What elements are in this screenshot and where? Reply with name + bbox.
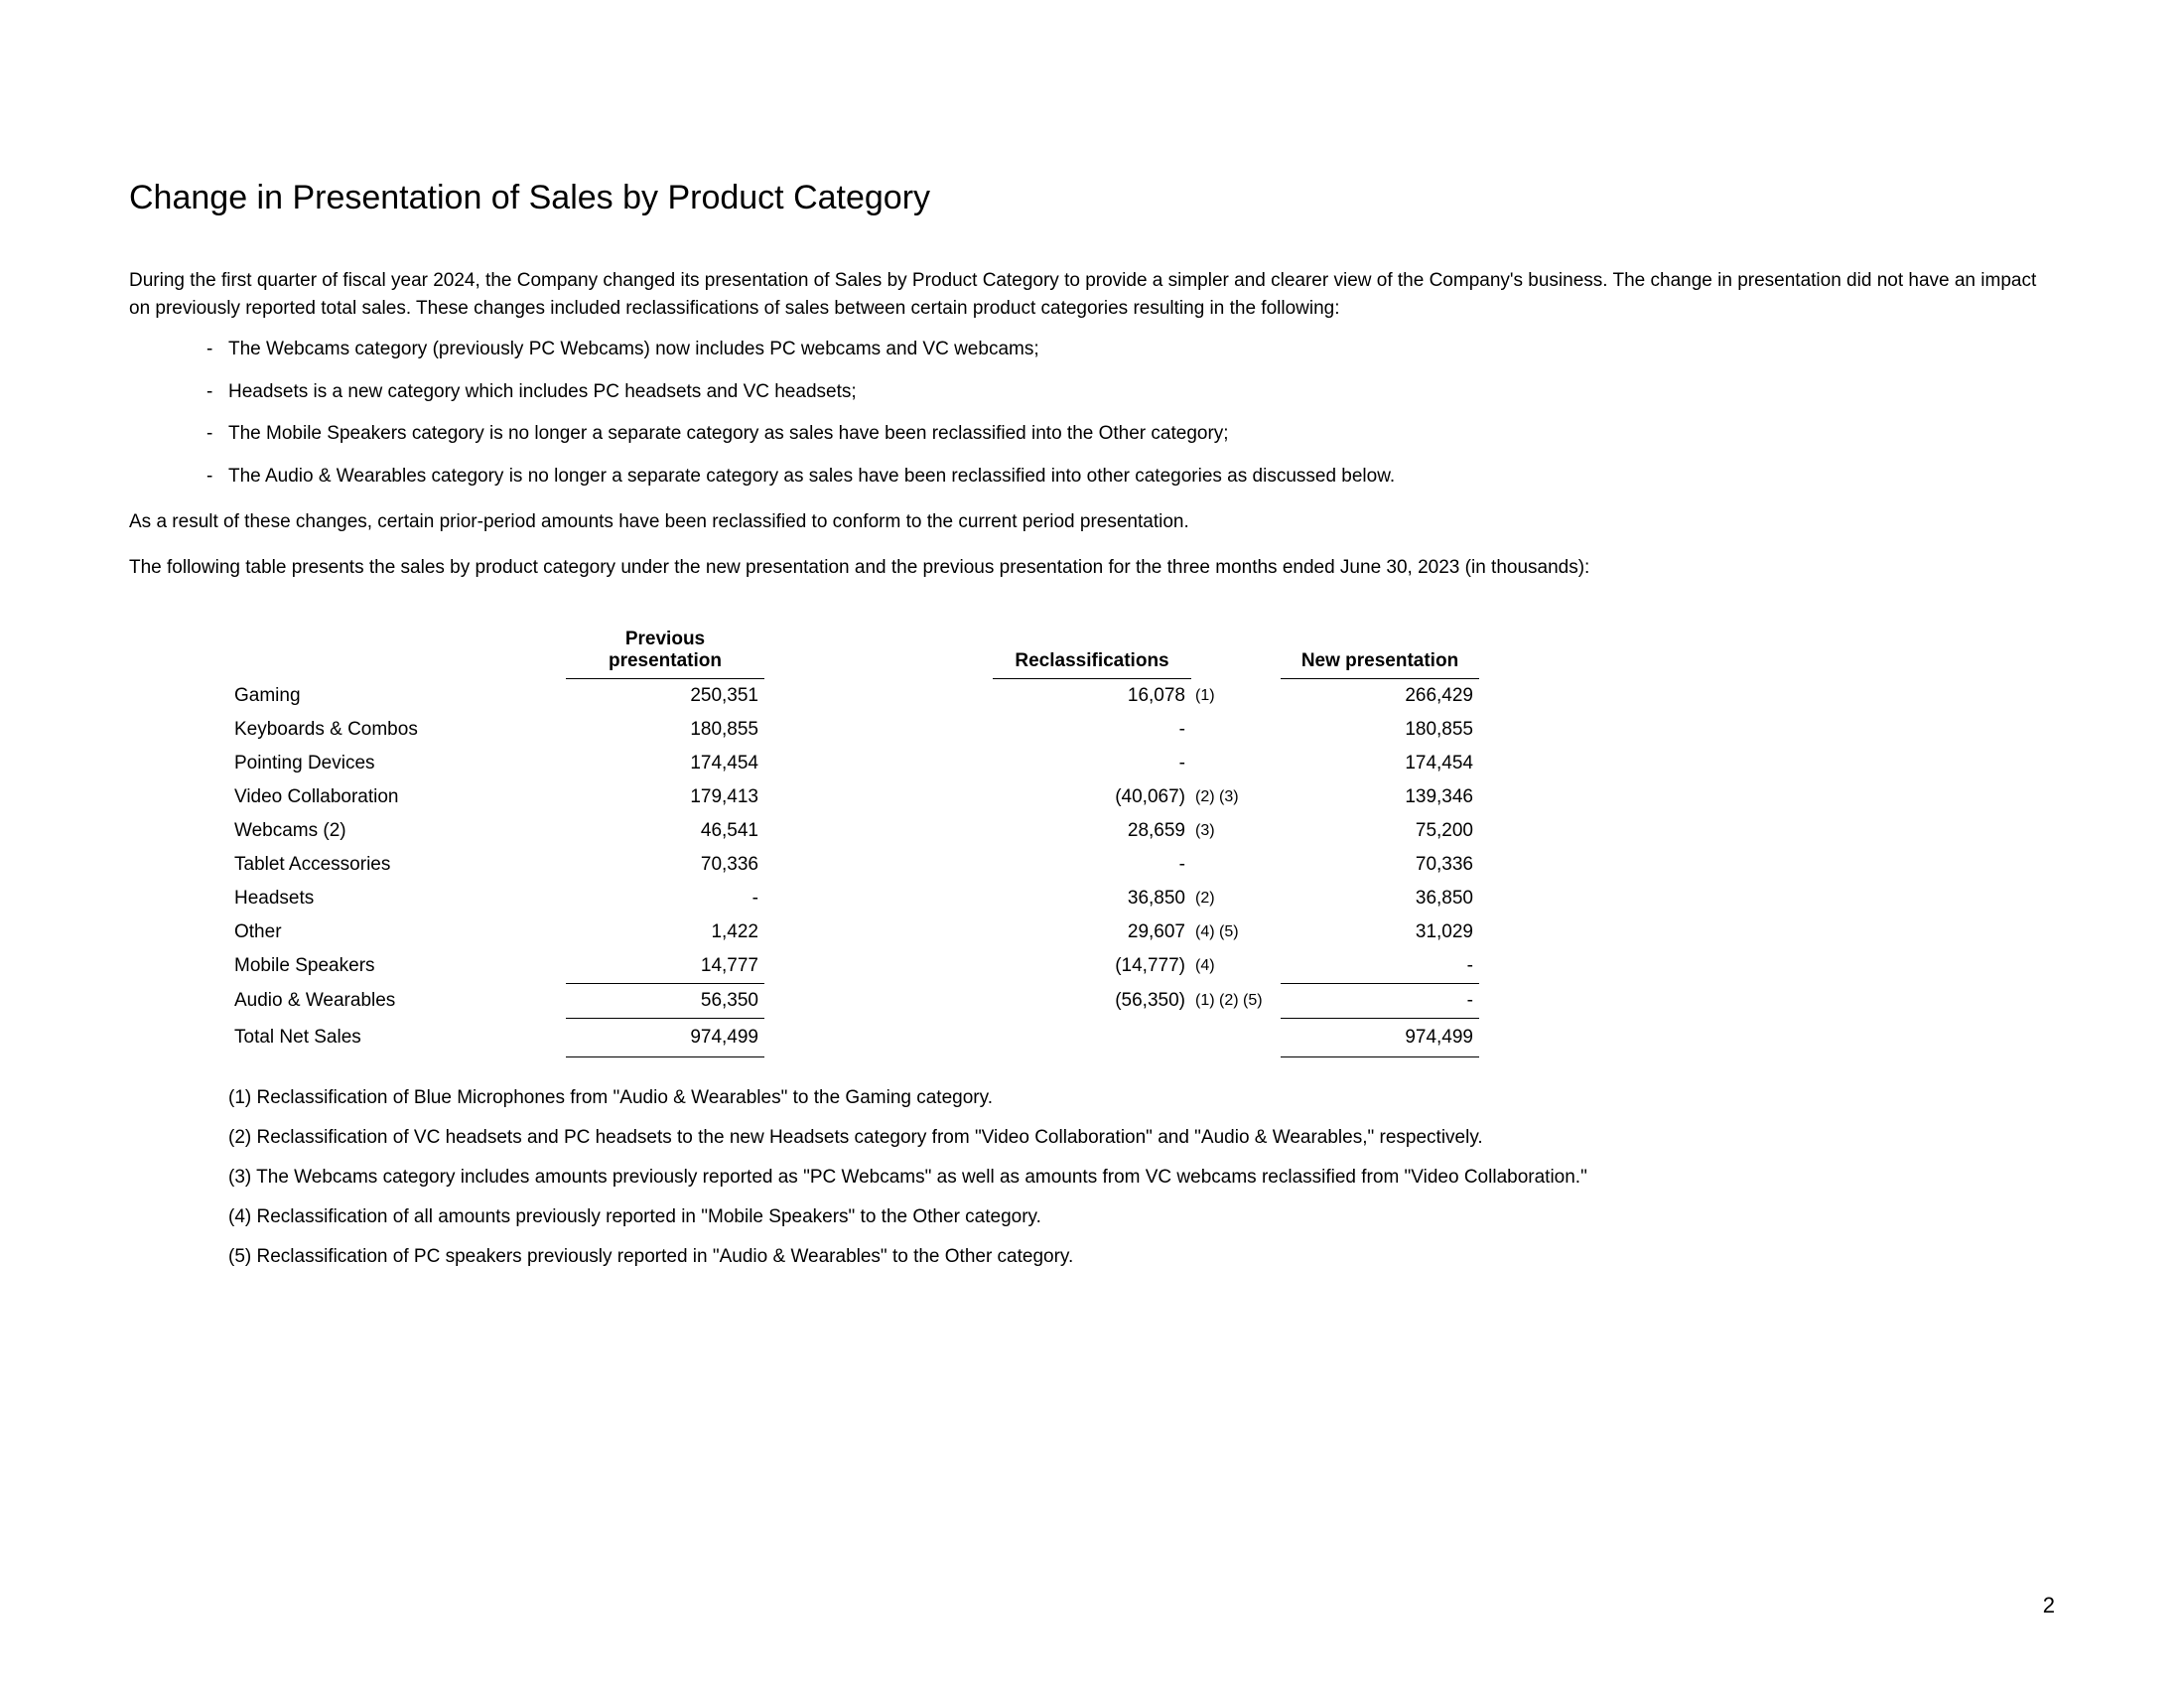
cell-new: 75,200 — [1281, 814, 1479, 848]
cell-new: 266,429 — [1281, 679, 1479, 714]
cell-reclass: (14,777) — [993, 949, 1191, 984]
table-row: Gaming 250,351 16,078 (1) 266,429 — [228, 679, 1479, 714]
table-row: Webcams (2) 46,541 28,659 (3) 75,200 — [228, 814, 1479, 848]
header-refs-spacer — [1191, 621, 1281, 679]
cell-reclass: 16,078 — [993, 679, 1191, 714]
table-row: Other 1,422 29,607 (4) (5) 31,029 — [228, 915, 1479, 949]
header-blank — [228, 621, 566, 679]
table-row: Headsets - 36,850 (2) 36,850 — [228, 882, 1479, 915]
cell-prev: 14,777 — [566, 949, 764, 984]
cell-reclass: (40,067) — [993, 780, 1191, 814]
row-label: Pointing Devices — [228, 747, 566, 780]
header-previous: Previous presentation — [566, 621, 764, 679]
page-number: 2 — [2043, 1593, 2055, 1618]
cell-prev: 70,336 — [566, 848, 764, 882]
bullet-item: The Audio & Wearables category is no lon… — [228, 463, 2055, 492]
cell-refs: (4) (5) — [1191, 915, 1281, 949]
row-label: Mobile Speakers — [228, 949, 566, 984]
cell-new: 139,346 — [1281, 780, 1479, 814]
cell-new: 31,029 — [1281, 915, 1479, 949]
sales-table: Previous presentation Reclassifications … — [228, 621, 1479, 1057]
footnote: (2) Reclassification of VC headsets and … — [228, 1127, 2055, 1149]
table-row: Pointing Devices 174,454 - 174,454 — [228, 747, 1479, 780]
cell-new: - — [1281, 984, 1479, 1019]
table-row: Audio & Wearables 56,350 (56,350) (1) (2… — [228, 984, 1479, 1019]
header-reclass: Reclassifications — [993, 621, 1191, 679]
cell-new: 70,336 — [1281, 848, 1479, 882]
cell-prev: 46,541 — [566, 814, 764, 848]
result-paragraph: As a result of these changes, certain pr… — [129, 508, 2055, 536]
row-label: Audio & Wearables — [228, 984, 566, 1019]
cell-new: - — [1281, 949, 1479, 984]
cell-prev: 174,454 — [566, 747, 764, 780]
cell-reclass: (56,350) — [993, 984, 1191, 1019]
cell-prev: 1,422 — [566, 915, 764, 949]
cell-reclass: 29,607 — [993, 915, 1191, 949]
cell-refs: (2) (3) — [1191, 780, 1281, 814]
cell-refs: (2) — [1191, 882, 1281, 915]
cell-prev: 180,855 — [566, 713, 764, 747]
row-label: Gaming — [228, 679, 566, 714]
footnote: (1) Reclassification of Blue Microphones… — [228, 1087, 2055, 1109]
table-header-row: Previous presentation Reclassifications … — [228, 621, 1479, 679]
header-spacer — [764, 621, 993, 679]
page-title: Change in Presentation of Sales by Produ… — [129, 179, 2055, 217]
document-page: Change in Presentation of Sales by Produ… — [0, 0, 2184, 1688]
cell-refs — [1191, 713, 1281, 747]
cell-new: 36,850 — [1281, 882, 1479, 915]
cell-prev-total: 974,499 — [566, 1019, 764, 1057]
row-label: Keyboards & Combos — [228, 713, 566, 747]
bullet-item: The Mobile Speakers category is no longe… — [228, 420, 2055, 449]
cell-prev: 250,351 — [566, 679, 764, 714]
cell-prev: 56,350 — [566, 984, 764, 1019]
row-label: Tablet Accessories — [228, 848, 566, 882]
row-label: Video Collaboration — [228, 780, 566, 814]
row-label: Webcams (2) — [228, 814, 566, 848]
cell-reclass: 28,659 — [993, 814, 1191, 848]
cell-refs-total — [1191, 1019, 1281, 1057]
intro-paragraph: During the first quarter of fiscal year … — [129, 267, 2055, 322]
table-row: Tablet Accessories 70,336 - 70,336 — [228, 848, 1479, 882]
cell-reclass: 36,850 — [993, 882, 1191, 915]
cell-reclass: - — [993, 713, 1191, 747]
header-new: New presentation — [1281, 621, 1479, 679]
row-label-total: Total Net Sales — [228, 1019, 566, 1057]
change-bullet-list: The Webcams category (previously PC Webc… — [129, 336, 2055, 491]
cell-refs: (1) (2) (5) — [1191, 984, 1281, 1019]
sales-table-container: Previous presentation Reclassifications … — [228, 621, 1479, 1057]
cell-prev: 179,413 — [566, 780, 764, 814]
row-label: Other — [228, 915, 566, 949]
bullet-item: Headsets is a new category which include… — [228, 378, 2055, 407]
cell-new-total: 974,499 — [1281, 1019, 1479, 1057]
cell-prev: - — [566, 882, 764, 915]
row-label: Headsets — [228, 882, 566, 915]
table-total-row: Total Net Sales 974,499 974,499 — [228, 1019, 1479, 1057]
table-row: Mobile Speakers 14,777 (14,777) (4) - — [228, 949, 1479, 984]
bullet-item: The Webcams category (previously PC Webc… — [228, 336, 2055, 364]
footnote: (5) Reclassification of PC speakers prev… — [228, 1246, 2055, 1268]
footnote: (4) Reclassification of all amounts prev… — [228, 1206, 2055, 1228]
table-intro-paragraph: The following table presents the sales b… — [129, 554, 2055, 582]
cell-reclass: - — [993, 848, 1191, 882]
cell-refs — [1191, 747, 1281, 780]
cell-refs: (1) — [1191, 679, 1281, 714]
table-row: Video Collaboration 179,413 (40,067) (2)… — [228, 780, 1479, 814]
cell-refs — [1191, 848, 1281, 882]
cell-new: 174,454 — [1281, 747, 1479, 780]
cell-reclass-total — [993, 1019, 1191, 1057]
cell-reclass: - — [993, 747, 1191, 780]
footnote: (3) The Webcams category includes amount… — [228, 1167, 2055, 1189]
table-row: Keyboards & Combos 180,855 - 180,855 — [228, 713, 1479, 747]
cell-new: 180,855 — [1281, 713, 1479, 747]
cell-refs: (3) — [1191, 814, 1281, 848]
cell-refs: (4) — [1191, 949, 1281, 984]
footnotes: (1) Reclassification of Blue Microphones… — [228, 1087, 2055, 1268]
